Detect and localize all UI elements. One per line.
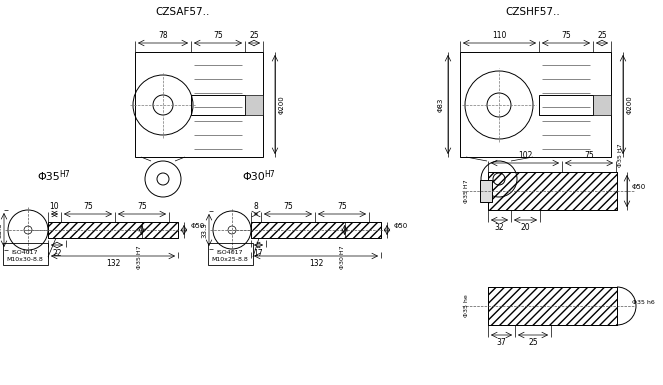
Text: 22: 22 bbox=[52, 249, 62, 258]
Bar bbox=[488, 172, 617, 210]
Text: Φ30 H7: Φ30 H7 bbox=[340, 245, 345, 269]
Text: M10x25-8.8: M10x25-8.8 bbox=[211, 257, 249, 262]
Text: Φ50: Φ50 bbox=[191, 223, 206, 229]
Text: Φ35: Φ35 bbox=[37, 172, 60, 182]
Text: Φ200: Φ200 bbox=[279, 95, 285, 114]
Text: CZSHF57..: CZSHF57.. bbox=[506, 7, 560, 17]
Text: 75: 75 bbox=[584, 151, 594, 160]
Text: 25: 25 bbox=[597, 31, 607, 40]
Text: 132: 132 bbox=[106, 259, 120, 268]
Text: 110: 110 bbox=[493, 31, 507, 40]
Text: 17: 17 bbox=[254, 249, 263, 258]
Text: 75: 75 bbox=[137, 202, 147, 211]
Bar bbox=[251, 222, 381, 238]
Text: Φ200: Φ200 bbox=[627, 95, 633, 114]
Bar bbox=[3, 243, 48, 265]
Text: Φ35 H7: Φ35 H7 bbox=[619, 143, 623, 167]
Bar bbox=[460, 52, 611, 157]
Text: 25: 25 bbox=[528, 338, 538, 347]
Text: Φ35 H7: Φ35 H7 bbox=[463, 179, 469, 203]
Text: 132: 132 bbox=[309, 259, 323, 268]
Text: 8: 8 bbox=[254, 202, 259, 211]
Bar bbox=[191, 95, 245, 115]
Text: 102: 102 bbox=[518, 151, 532, 160]
Bar bbox=[488, 172, 617, 210]
Text: 75: 75 bbox=[337, 202, 347, 211]
Text: Φ30: Φ30 bbox=[242, 172, 265, 182]
Text: 10: 10 bbox=[50, 202, 59, 211]
Bar bbox=[48, 222, 178, 238]
Bar bbox=[208, 243, 253, 265]
Bar bbox=[135, 52, 263, 157]
Bar bbox=[488, 287, 617, 325]
Text: 75: 75 bbox=[561, 31, 571, 40]
Text: H7: H7 bbox=[264, 170, 274, 179]
Text: H7: H7 bbox=[59, 170, 70, 179]
Text: Φ35 he: Φ35 he bbox=[463, 295, 469, 317]
Text: Φ83: Φ83 bbox=[438, 97, 444, 112]
Text: 75: 75 bbox=[213, 31, 223, 40]
Bar bbox=[48, 222, 178, 238]
Text: 37: 37 bbox=[497, 338, 507, 347]
Text: 20: 20 bbox=[520, 223, 530, 232]
Text: 75: 75 bbox=[83, 202, 93, 211]
Bar bbox=[488, 287, 617, 325]
Text: Φ35 H7: Φ35 H7 bbox=[137, 245, 142, 269]
Bar bbox=[480, 180, 492, 202]
Text: 38.3: 38.3 bbox=[0, 222, 2, 238]
Text: 25: 25 bbox=[249, 31, 259, 40]
Bar bbox=[245, 95, 263, 115]
Text: Φ50: Φ50 bbox=[632, 184, 646, 190]
Text: 32: 32 bbox=[495, 223, 505, 232]
Bar bbox=[593, 95, 611, 115]
Text: ISO4017: ISO4017 bbox=[217, 250, 243, 255]
Text: CZSAF57..: CZSAF57.. bbox=[156, 7, 210, 17]
Text: Φ50: Φ50 bbox=[394, 223, 408, 229]
Bar bbox=[539, 95, 593, 115]
Text: 78: 78 bbox=[158, 31, 168, 40]
Text: Φ35 h6: Φ35 h6 bbox=[632, 300, 655, 305]
Text: ISO4017: ISO4017 bbox=[12, 250, 38, 255]
Text: 75: 75 bbox=[283, 202, 293, 211]
Bar bbox=[251, 222, 381, 238]
Text: M10x30-8.8: M10x30-8.8 bbox=[7, 257, 43, 262]
Text: 33.3: 33.3 bbox=[201, 222, 207, 238]
